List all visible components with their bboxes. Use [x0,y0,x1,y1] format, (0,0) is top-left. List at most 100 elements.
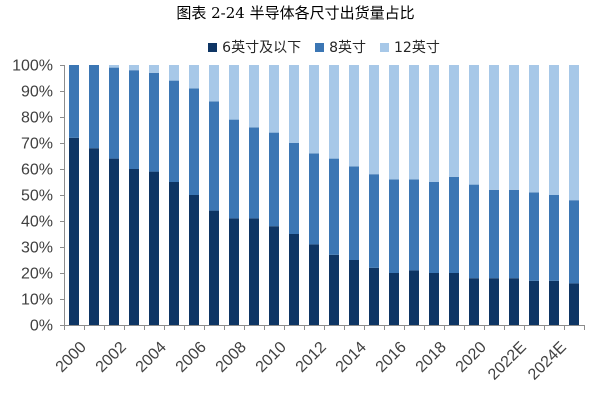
bar-6in-and-below-10 [269,226,279,325]
bar-12in-21 [489,65,499,190]
bar-6in-and-below-16 [389,273,399,325]
legend-swatch-12in [380,42,389,52]
bar-6in-and-below-11 [289,234,299,325]
bar-stack-1 [89,65,99,325]
x-tick-label: 2012 [293,339,330,376]
y-tick-label: 50% [21,188,53,205]
legend-item-6in-and-below: 6英寸及以下 [208,37,301,57]
bar-12in-18 [429,65,439,182]
bar-8in-14 [349,166,359,260]
bar-stack-13 [329,65,339,325]
bar-6in-and-below-8 [229,218,239,325]
bar-8in-23 [529,192,539,281]
bar-6in-and-below-1 [89,148,99,325]
bar-6in-and-below-5 [169,182,179,325]
bar-12in-10 [269,65,279,133]
bar-8in-16 [389,179,399,273]
bar-12in-9 [249,65,259,128]
bar-stack-20 [469,65,479,325]
bar-stack-19 [449,65,459,325]
bar-12in-15 [369,65,379,175]
bar-8in-2 [109,67,119,159]
y-tick-label: 30% [21,240,53,257]
bar-6in-and-below-12 [309,244,319,325]
y-tick-label: 10% [21,292,53,309]
bar-8in-11 [289,143,299,234]
legend: 6英寸及以下 8英寸 12英寸 [64,37,584,57]
y-tick-label: 60% [21,162,53,179]
bar-stack-25 [569,65,579,325]
bar-stack-9 [249,65,259,325]
bar-stack-12 [309,65,319,325]
bar-stack-24 [549,65,559,325]
bar-8in-19 [449,176,459,273]
x-tick-label: 2008 [213,339,250,376]
y-ticks: 0% 10% 20% 30% 40% 50% 60% 70% 80% 90% 100% [12,58,65,335]
bar-6in-and-below-3 [129,169,139,325]
bar-12in-11 [289,65,299,143]
bar-12in-7 [209,65,219,102]
x-tick-label: 2022E [485,339,530,384]
bar-6in-and-below-22 [509,278,519,325]
bar-6in-and-below-21 [489,278,499,325]
bar-stack-10 [269,65,279,325]
x-tick-label: 2014 [333,339,370,376]
bar-6in-and-below-25 [569,283,579,325]
y-tick-label: 90% [21,84,53,101]
x-tick-label: 2016 [373,339,410,376]
bar-6in-and-below-20 [469,278,479,325]
bar-8in-21 [489,189,499,279]
chart-title: 图表 2-24 半导体各尺寸出货量占比 [176,4,415,22]
bar-8in-13 [329,158,339,255]
bar-12in-17 [409,65,419,180]
bar-stack-18 [429,65,439,325]
bar-8in-17 [409,179,419,271]
x-tick-label: 2006 [173,339,210,376]
bar-12in-16 [389,65,399,180]
bar-8in-0 [69,65,79,138]
bar-6in-and-below-15 [369,267,379,325]
bar-8in-18 [429,182,439,273]
bar-8in-1 [89,65,99,149]
bar-12in-24 [549,65,559,195]
bar-12in-20 [469,65,479,185]
bar-8in-22 [509,189,519,279]
bar-stack-7 [209,65,219,325]
bar-8in-12 [309,153,319,245]
y-tick-label: 80% [21,110,53,127]
bar-8in-10 [269,132,279,227]
bar-stack-14 [349,65,359,325]
bar-8in-15 [369,174,379,268]
x-tick-label: 2020 [453,339,490,376]
bar-8in-24 [549,195,559,281]
x-tick-label: 2000 [53,339,90,376]
bar-8in-20 [469,184,479,279]
bar-stack-4 [149,65,159,325]
bar-8in-4 [149,72,159,172]
bar-stack-23 [529,65,539,325]
y-tick-label: 70% [21,136,53,153]
bar-stack-6 [189,65,199,325]
legend-item-12in: 12英寸 [380,37,440,57]
legend-swatch-8in [315,42,325,52]
bar-stack-11 [289,65,299,325]
bar-stack-2 [109,65,119,325]
legend-label-6in-and-below: 6英寸及以下 [222,40,302,56]
bar-12in-19 [449,65,459,177]
bar-6in-and-below-17 [409,270,419,325]
legend-label-12in: 12英寸 [394,40,440,56]
bar-8in-5 [169,80,179,182]
x-axis: 2000 2002 2004 2006 2008 2010 2012 2014 2016 2018… [53,325,585,384]
bars [69,65,579,325]
bar-12in-5 [169,65,179,81]
bar-stack-8 [229,65,239,325]
bar-stack-22 [509,65,519,325]
bar-stack-3 [129,65,139,325]
bar-8in-6 [189,88,199,195]
x-ticks: 2000 2002 2004 2006 2008 2010 2012 2014 2016 2018… [53,325,585,384]
x-tick-label: 2024E [525,339,570,384]
bar-6in-and-below-13 [329,254,339,325]
bar-12in-12 [309,65,319,154]
